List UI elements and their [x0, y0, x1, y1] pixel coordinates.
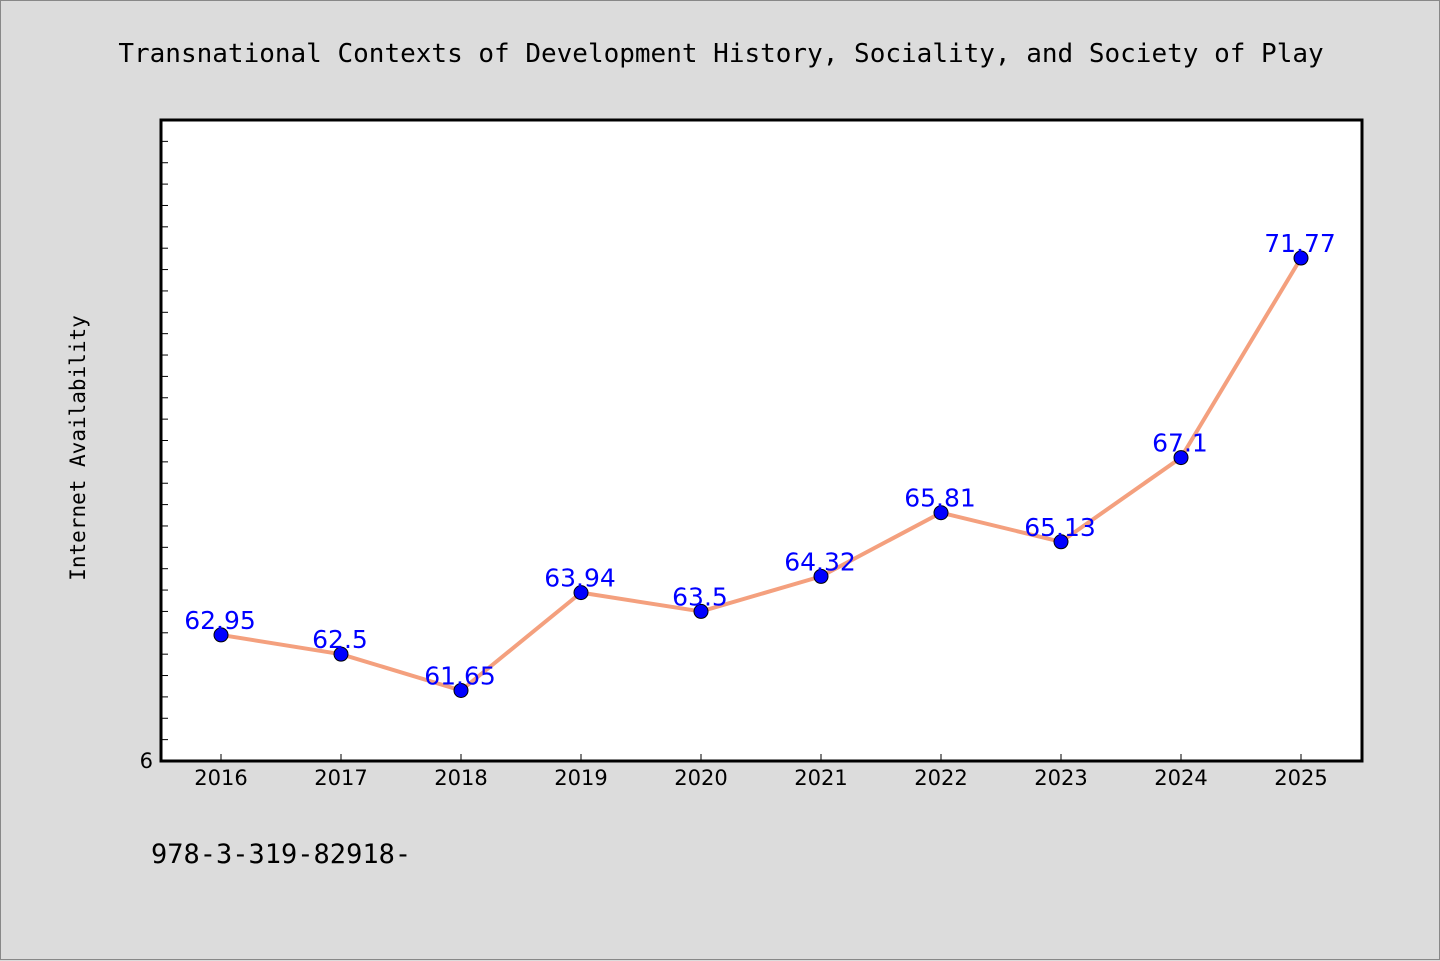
data-label: 61.65	[424, 661, 496, 690]
data-label: 64.32	[784, 547, 856, 576]
x-tick-label: 2023	[1034, 766, 1087, 790]
x-tick-label: 2020	[674, 766, 727, 790]
series-line	[219, 256, 1303, 693]
data-label: 67.1	[1152, 429, 1208, 458]
data-point	[1173, 450, 1189, 466]
x-axis-ticks: 2016 2017 2018 2019 2020 2021 2022 2023 2024 2025	[194, 754, 1328, 790]
data-point	[573, 585, 589, 601]
chart-title: Transnational Contexts of Development Hi…	[118, 39, 1323, 69]
data-point	[813, 568, 829, 584]
data-point	[1053, 534, 1069, 550]
x-tick-label: 2016	[194, 766, 247, 790]
data-label: 65.13	[1024, 513, 1096, 542]
data-label: 62.95	[184, 606, 256, 635]
data-labels: 62.95 62.5 61.65 63.94 63.5 64.32 65.81 65.13 67…	[184, 229, 1336, 690]
data-point	[693, 603, 709, 619]
series-markers	[213, 250, 1309, 698]
data-point	[213, 627, 229, 643]
x-tick-label: 2024	[1154, 766, 1207, 790]
x-tick-label: 2022	[914, 766, 967, 790]
data-label: 71.77	[1264, 229, 1336, 258]
data-point	[453, 682, 469, 698]
x-tick-label: 2021	[794, 766, 847, 790]
data-label: 63.94	[544, 564, 616, 593]
y-tick-label: 6	[140, 749, 153, 773]
data-point	[333, 646, 349, 662]
data-point	[933, 505, 949, 521]
data-label: 63.5	[672, 582, 728, 611]
y-axis-label: Internet Availability	[66, 315, 90, 581]
plot-border	[159, 118, 1364, 763]
x-tick-label: 2025	[1274, 766, 1327, 790]
plot-area	[161, 120, 1362, 761]
data-point	[1293, 250, 1309, 266]
x-tick-label: 2019	[554, 766, 607, 790]
footer-note: 978-3-319-82918-	[151, 839, 411, 870]
x-tick-label: 2018	[434, 766, 487, 790]
data-label: 62.5	[312, 625, 368, 654]
data-label: 65.81	[904, 484, 976, 513]
x-tick-label: 2017	[314, 766, 367, 790]
